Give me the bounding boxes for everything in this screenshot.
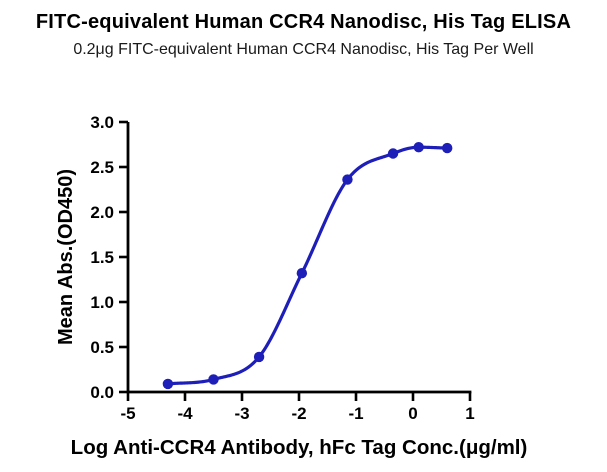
axes-spine xyxy=(126,122,472,394)
y-tick-label: 2.5 xyxy=(90,158,114,177)
data-point xyxy=(413,142,424,153)
x-tick-label: -2 xyxy=(291,404,306,423)
data-point xyxy=(208,374,219,385)
chart-title: FITC-equivalent Human CCR4 Nanodisc, His… xyxy=(35,11,572,33)
x-axis-title: Log Anti-CCR4 Antibody, hFc Tag Conc.(μg… xyxy=(71,436,528,459)
data-point xyxy=(253,351,265,363)
chart-subtitle: 0.2μg FITC-equivalent Human CCR4 Nanodis… xyxy=(73,41,534,58)
y-tick-label: 1.0 xyxy=(90,293,114,312)
x-tick-label: -4 xyxy=(177,404,193,423)
x-tick-label: -5 xyxy=(120,404,135,423)
fit-curve xyxy=(166,145,449,386)
y-tick-label: 2.0 xyxy=(90,203,114,222)
y-tick-label: 3.0 xyxy=(90,113,114,132)
y-tick-label: 1.5 xyxy=(90,248,114,267)
data-point xyxy=(162,378,174,390)
data-point xyxy=(342,174,353,185)
y-tick-label: 0.5 xyxy=(90,338,114,357)
data-point xyxy=(296,268,308,279)
y-axis-title: Mean Abs.(OD450) xyxy=(55,169,77,345)
data-point xyxy=(387,148,399,159)
x-tick-label: -1 xyxy=(348,404,363,423)
x-tick-label: 1 xyxy=(465,404,474,423)
x-tick-label: -3 xyxy=(234,404,249,423)
x-tick-label: 0 xyxy=(408,404,417,423)
y-tick-label: 0.0 xyxy=(90,383,114,402)
data-point xyxy=(442,142,453,154)
